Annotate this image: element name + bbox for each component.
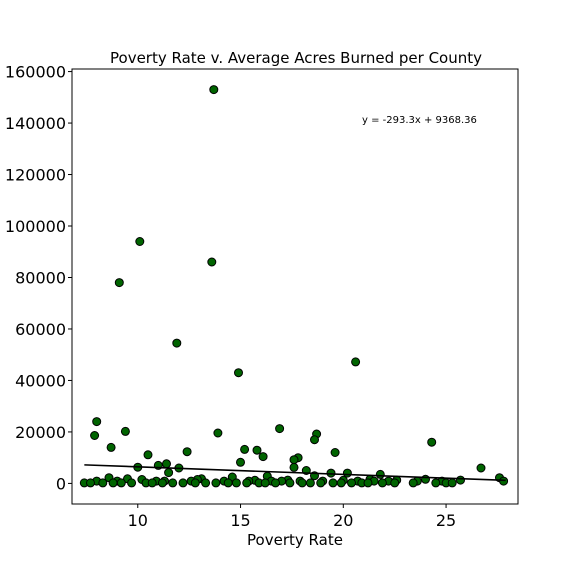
data-point bbox=[209, 85, 219, 95]
data-point bbox=[240, 444, 250, 454]
data-point bbox=[116, 478, 126, 488]
data-point bbox=[499, 476, 509, 486]
data-point bbox=[114, 278, 124, 288]
data-point bbox=[164, 468, 174, 478]
data-point bbox=[456, 475, 465, 485]
data-point bbox=[377, 478, 387, 488]
data-point bbox=[316, 478, 326, 488]
y-axis-ticks: 0 20000 40000 60000 80000 100000 120000 140000 1… bbox=[5, 63, 72, 493]
data-point bbox=[213, 428, 223, 438]
data-point bbox=[223, 478, 233, 488]
data-point bbox=[363, 478, 373, 488]
data-point bbox=[328, 478, 338, 488]
chart-title: Poverty Rate v. Average Acres Burned per… bbox=[110, 49, 482, 67]
x-axis-ticks: 10 15 20 25 bbox=[128, 504, 456, 530]
x-axis-label: Poverty Rate bbox=[247, 531, 343, 549]
y-tick-label: 100000 bbox=[5, 217, 66, 236]
data-point bbox=[147, 478, 157, 488]
y-tick-label: 0 bbox=[56, 474, 66, 493]
x-tick-label: 10 bbox=[128, 511, 148, 530]
data-point bbox=[242, 478, 252, 488]
data-point bbox=[447, 478, 457, 488]
data-point bbox=[106, 442, 116, 452]
regression-line bbox=[84, 464, 506, 482]
data-point bbox=[172, 338, 182, 348]
y-tick-label: 60000 bbox=[15, 320, 66, 339]
y-tick-label: 40000 bbox=[15, 371, 66, 390]
data-point bbox=[421, 474, 430, 484]
data-point bbox=[162, 459, 171, 469]
x-tick-label: 20 bbox=[333, 511, 353, 530]
data-point bbox=[310, 435, 319, 445]
regression-annotation: y = -293.3x + 9368.36 bbox=[362, 115, 477, 126]
data-point bbox=[258, 452, 268, 462]
data-point bbox=[427, 437, 437, 447]
data-point bbox=[260, 478, 270, 488]
data-point bbox=[211, 478, 221, 488]
data-point bbox=[90, 431, 100, 440]
data-points bbox=[79, 85, 509, 488]
data-point bbox=[476, 463, 486, 473]
data-point bbox=[157, 478, 167, 488]
data-point bbox=[347, 478, 356, 488]
data-point bbox=[92, 417, 102, 427]
data-point bbox=[336, 478, 346, 488]
x-tick-label: 15 bbox=[230, 511, 250, 530]
data-point bbox=[271, 478, 280, 488]
data-point bbox=[108, 478, 118, 488]
data-point bbox=[408, 478, 418, 488]
x-tick-label: 25 bbox=[436, 511, 456, 530]
data-point bbox=[390, 478, 400, 488]
data-point bbox=[190, 478, 200, 488]
data-point bbox=[231, 478, 241, 488]
data-point bbox=[285, 478, 295, 488]
y-tick-label: 20000 bbox=[15, 423, 66, 442]
data-point bbox=[207, 257, 217, 267]
data-point bbox=[120, 426, 130, 436]
data-point bbox=[275, 424, 285, 434]
data-point bbox=[236, 457, 245, 467]
plot-frame bbox=[71, 68, 519, 505]
data-point bbox=[86, 478, 95, 488]
data-point bbox=[330, 448, 340, 457]
y-tick-label: 120000 bbox=[5, 166, 66, 185]
data-point bbox=[234, 368, 243, 378]
data-point bbox=[305, 478, 315, 488]
data-point bbox=[342, 468, 352, 478]
data-point bbox=[127, 478, 137, 488]
data-point bbox=[98, 478, 108, 488]
data-point bbox=[351, 357, 361, 367]
data-point bbox=[201, 478, 211, 488]
data-point bbox=[168, 478, 178, 488]
y-tick-label: 140000 bbox=[5, 114, 66, 133]
data-point bbox=[375, 469, 385, 479]
data-point bbox=[289, 455, 299, 465]
data-point bbox=[143, 450, 153, 460]
data-point bbox=[289, 462, 299, 472]
data-point bbox=[178, 478, 188, 488]
data-point bbox=[297, 478, 307, 488]
data-point bbox=[135, 237, 145, 246]
y-tick-label: 80000 bbox=[15, 268, 66, 287]
y-tick-label: 160000 bbox=[5, 63, 66, 82]
data-point bbox=[252, 445, 262, 455]
data-point bbox=[431, 478, 441, 488]
data-point bbox=[182, 447, 192, 457]
